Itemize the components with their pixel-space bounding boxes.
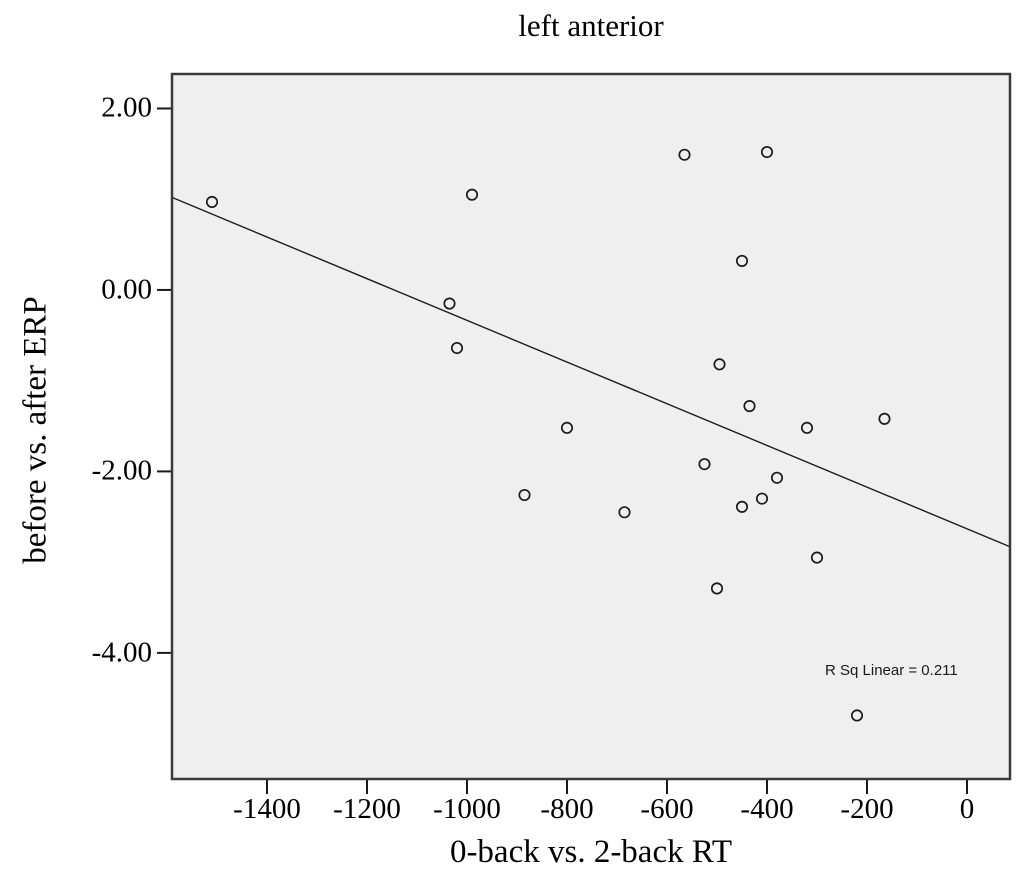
data-point-marker (713, 358, 726, 371)
data-point-marker (850, 709, 864, 722)
x-tick-label: -1200 (333, 793, 401, 825)
x-tick-label: -1400 (233, 793, 301, 825)
plot-frame (170, 72, 1012, 781)
y-tick-label: 0.00 (101, 273, 152, 306)
data-point-marker (518, 488, 531, 502)
x-tick-label: -200 (840, 793, 894, 825)
data-point-marker (878, 412, 891, 425)
data-point-marker (205, 195, 219, 208)
data-point-marker (618, 506, 631, 519)
data-point-marker (743, 400, 756, 413)
data-point-marker (735, 500, 749, 513)
data-point-marker (735, 254, 749, 267)
x-tick-label: -400 (740, 793, 794, 825)
y-tick-label: -2.00 (91, 454, 152, 487)
x-axis-label: 0-back vs. 2-back RT (449, 834, 733, 870)
data-point-marker (755, 492, 769, 505)
x-tick-label: -1000 (433, 793, 501, 825)
data-point-marker (800, 421, 814, 434)
r-squared-annotation: R Sq Linear = 0.211 (825, 662, 958, 679)
data-point-marker (760, 145, 774, 159)
x-tick-label: -800 (540, 793, 594, 825)
chart-title: left anterior (518, 8, 664, 43)
x-tick-label: -600 (640, 793, 694, 825)
y-tick-label: -4.00 (91, 636, 152, 669)
plot-background (172, 74, 1010, 779)
data-point-marker (710, 582, 724, 595)
data-point-marker (770, 471, 784, 484)
data-point-marker (560, 421, 574, 434)
data-point-marker (450, 341, 464, 355)
data-point-marker (810, 551, 824, 564)
data-point-marker (465, 188, 479, 201)
y-tick-label: 2.00 (101, 91, 152, 124)
data-point-marker (443, 297, 456, 310)
data-point-marker (678, 148, 691, 161)
data-point-marker (698, 458, 711, 471)
x-tick-label: 0 (959, 793, 975, 825)
regression-line (171, 196, 1011, 548)
